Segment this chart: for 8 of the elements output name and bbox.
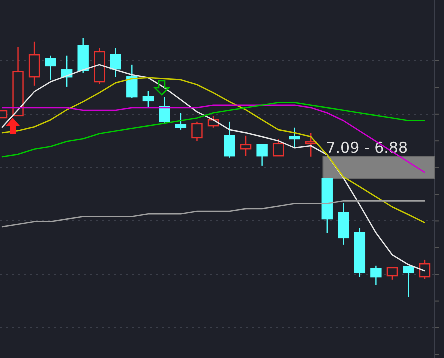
- candlestick: [45, 55, 56, 81]
- candlestick: [306, 132, 317, 158]
- candlestick: [289, 127, 300, 148]
- candlestick: [224, 121, 236, 159]
- candlestick: [78, 37, 89, 74]
- candlestick: [338, 202, 350, 246]
- candlestick: [192, 121, 203, 142]
- candlestick: [370, 265, 382, 286]
